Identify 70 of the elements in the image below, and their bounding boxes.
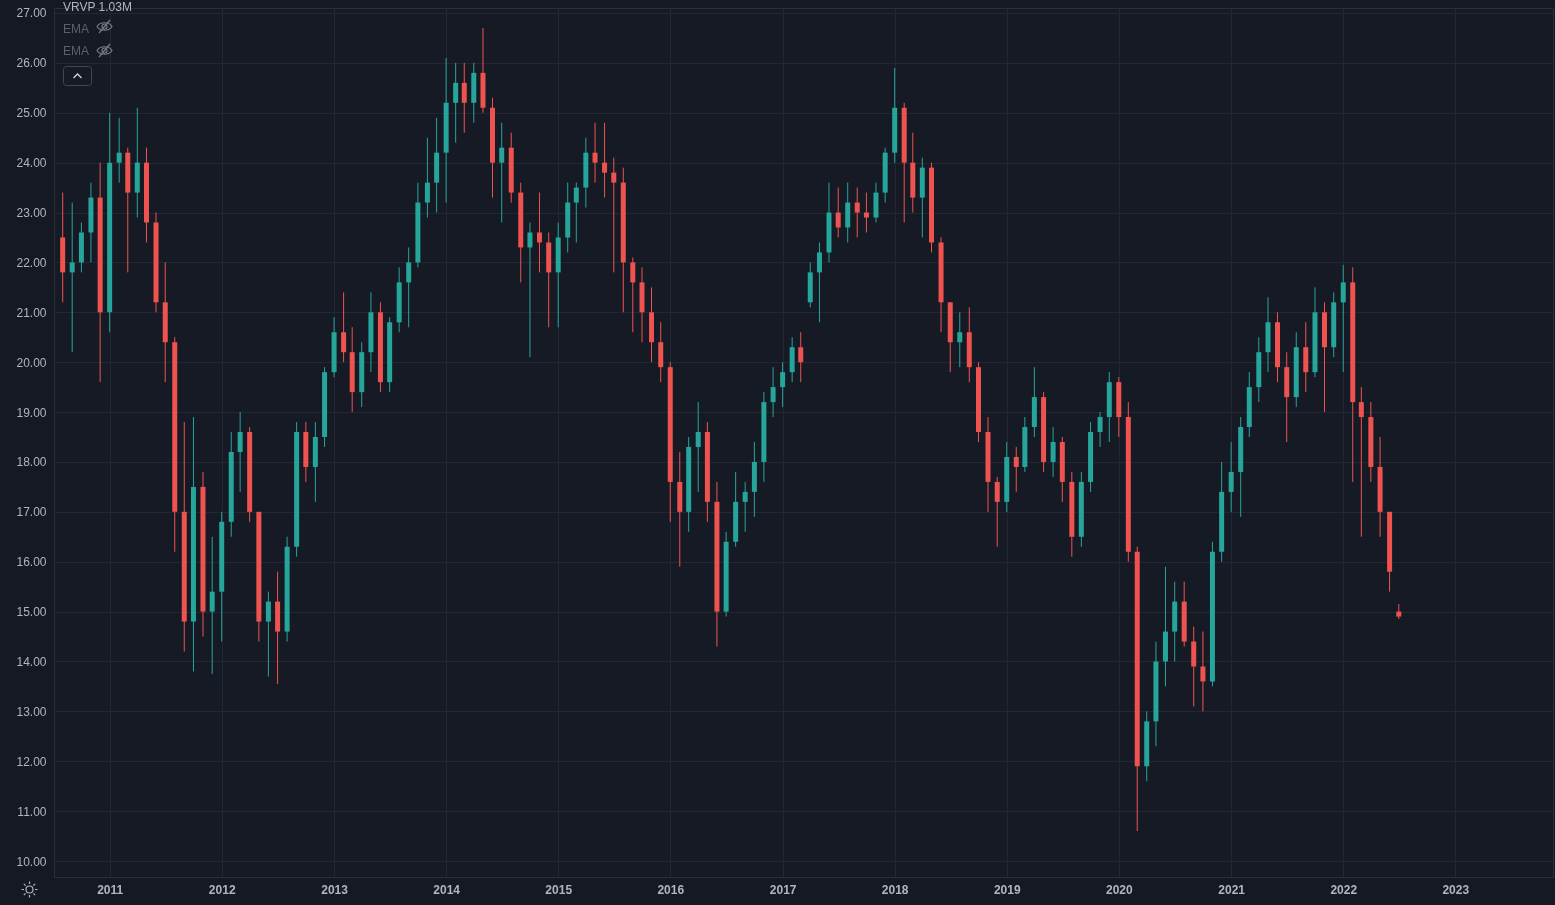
x-tick-label: 2017 [769,882,797,897]
y-tick-label: 27.00 [16,6,47,21]
x-tick-label: 2019 [993,882,1021,897]
candlestick [527,222,533,358]
candlestick [424,137,430,219]
x-tick-label: 2022 [1330,882,1358,897]
y-tick-label: 20.00 [16,355,47,370]
y-tick-label: 16.00 [16,555,47,570]
candlestick [461,62,467,134]
candlestick [265,591,271,677]
candlestick [1050,426,1056,478]
candlestick [453,62,459,144]
candlestick [592,122,598,184]
candlestick [695,401,701,493]
candlestick [116,117,122,184]
candlestick [499,122,505,224]
y-tick-label: 14.00 [16,655,47,669]
x-tick-label: 2023 [1442,882,1470,897]
x-tick-label: 2012 [208,882,236,897]
candlestick [69,202,75,353]
candlestick [1358,386,1364,538]
annotation: VRVP 1.03M [63,0,132,14]
candlestick [1097,411,1103,448]
candlestick [770,366,776,418]
candlestick [1013,446,1019,493]
x-tick-label: 2020 [1105,882,1133,897]
candlestick [994,476,1000,548]
candlestick [798,331,804,383]
annotation: EMA [63,22,90,36]
y-tick-label: 23.00 [16,206,47,221]
y-tick-label: 13.00 [16,704,47,719]
candlestick [611,157,617,273]
candlestick [630,256,636,333]
candlestick [536,192,542,273]
candlestick [406,246,412,328]
candlestick [816,241,822,323]
candlestick [1340,264,1346,373]
candlestick [957,311,963,368]
candlestick [742,481,748,533]
y-tick-label: 21.00 [16,305,47,320]
candlestick [602,122,608,199]
candlestick [341,291,347,363]
y-tick-label: 26.00 [16,56,47,71]
x-tick-label: 2021 [1218,882,1246,897]
x-tick-label: 2015 [545,882,573,897]
x-tick-label: 2018 [881,882,909,897]
y-tick-label: 12.00 [16,754,47,769]
x-tick-label: 2016 [657,882,685,897]
candlestick [237,411,243,493]
y-tick-label: 24.00 [16,156,47,171]
y-tick-label: 17.00 [16,505,47,520]
candlestick [835,187,841,238]
y-tick-label: 11.00 [17,804,47,819]
candlestick [573,182,579,243]
candlestick [854,187,860,238]
candlestick [1228,441,1234,513]
annotation: EMA [63,44,90,58]
y-tick-label: 15.00 [16,605,47,620]
y-tick-label: 18.00 [16,455,47,470]
y-tick-label: 25.00 [16,106,47,121]
candlestick [863,192,869,233]
x-tick-label: 2011 [97,882,124,897]
candlestick [780,361,786,408]
y-tick-label: 10.00 [16,854,47,869]
x-tick-label: 2013 [321,882,349,897]
x-tick-label: 2014 [433,882,461,897]
candlestick [1200,631,1206,712]
candlestick [209,536,215,675]
y-tick-label: 22.00 [16,255,47,270]
y-tick-label: 19.00 [16,405,47,420]
